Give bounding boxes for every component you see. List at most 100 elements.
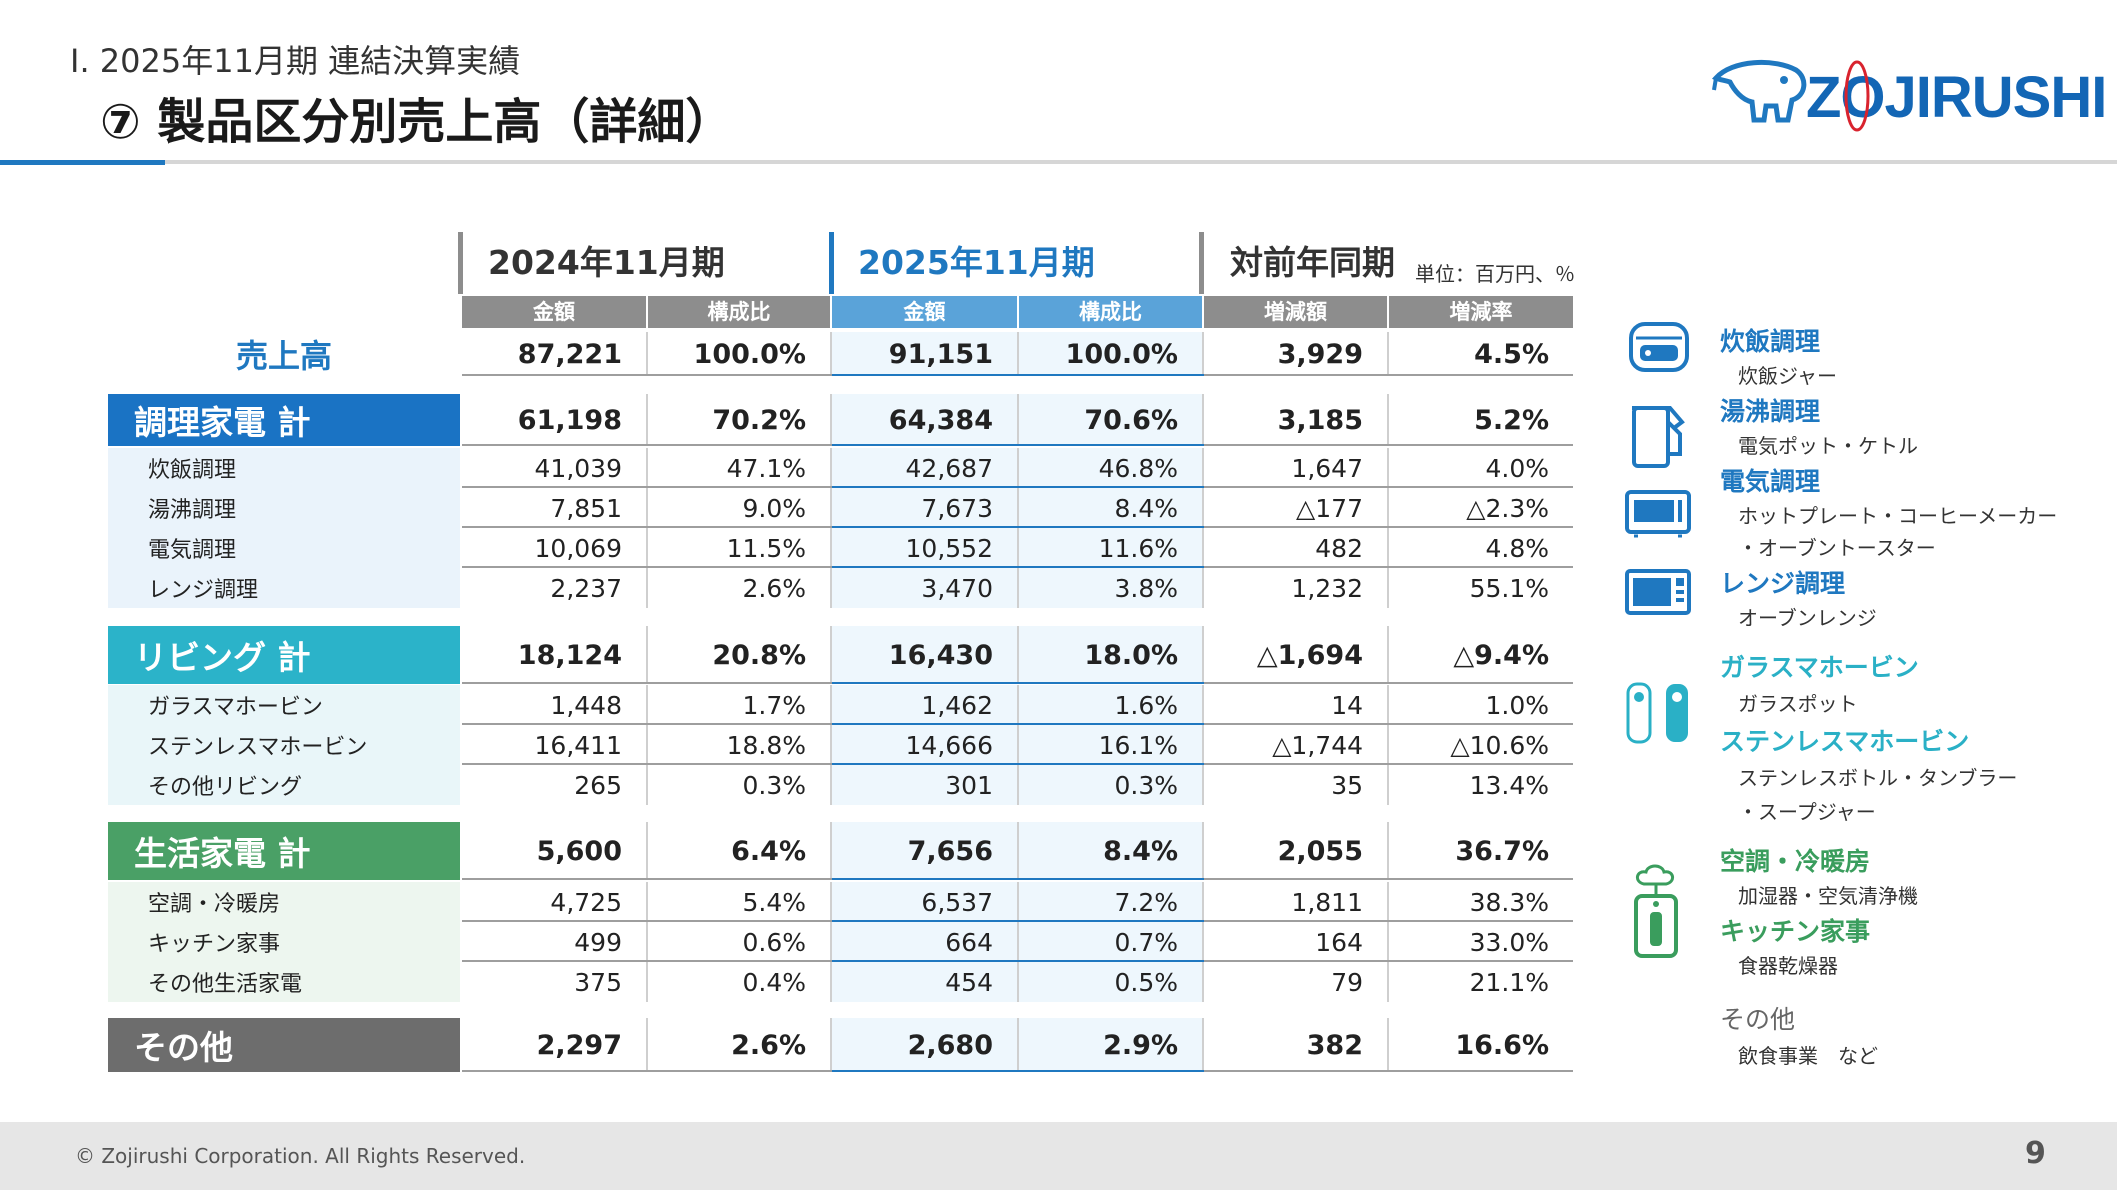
legend-sub: オーブンレンジ xyxy=(1738,606,1877,630)
table-cell: 1,462 xyxy=(832,685,1019,725)
table-cell: 4.8% xyxy=(1485,533,1549,563)
header-divider-accent xyxy=(0,160,165,165)
segment-label: 生活家電 計 xyxy=(108,822,460,880)
legend-sub: ステンレスボトル・タンブラー xyxy=(1738,766,2018,790)
legend-sub: ・スープジャー xyxy=(1738,800,1876,824)
table-cell: 7.2% xyxy=(1019,882,1204,922)
table-cell: 10,552 xyxy=(832,528,1019,568)
table-cell: 4.0% xyxy=(1485,453,1549,483)
period-yoy: 対前年同期 xyxy=(1230,243,1395,282)
table-row: ガラスマホービン 1,448 1.7% 1,462 1.6% 14 1.0% xyxy=(108,685,1573,725)
table-cell: 70.2% xyxy=(648,394,832,446)
table-cell: 13.4% xyxy=(1469,770,1549,800)
table-cell: 18,124 xyxy=(462,626,648,684)
table-cell: △177 xyxy=(1204,488,1389,528)
col-header: 金額 xyxy=(832,296,1017,328)
table-cell: △9.4% xyxy=(1453,639,1549,671)
page-title: ⑦ 製品区分別売上高（詳細） xyxy=(100,94,734,150)
table-cell: 2,297 xyxy=(462,1018,648,1072)
row-divider xyxy=(832,878,1204,880)
table-cell: 6.4% xyxy=(648,822,832,880)
table-cell: 16,411 xyxy=(462,725,648,765)
row-label: その他生活家電 xyxy=(108,962,460,1002)
table-cell: 164 xyxy=(1204,922,1389,962)
table-cell: 91,151 xyxy=(832,332,1019,376)
table-cell: 16.6% xyxy=(1455,1029,1549,1061)
table-cell: 3,470 xyxy=(832,568,1019,608)
table-cell: 79 xyxy=(1204,962,1389,1002)
header-divider xyxy=(0,160,2117,164)
table-cell: 5,600 xyxy=(462,822,648,880)
period-curr: 2025年11月期 xyxy=(858,243,1095,282)
row-divider xyxy=(832,566,1204,568)
table-cell: 482 xyxy=(1204,528,1389,568)
unit-note: 単位：百万円、％ xyxy=(1415,262,1575,286)
table-row: 炊飯調理 41,039 47.1% 42,687 46.8% 1,647 4.0… xyxy=(108,448,1573,488)
table-row: その他リビング 265 0.3% 301 0.3% 35 13.4% xyxy=(108,765,1573,805)
table-cell: 6,537 xyxy=(832,882,1019,922)
table-cell: 61,198 xyxy=(462,394,648,446)
segment-label: リビング 計 xyxy=(108,626,460,684)
table-cell: 55.1% xyxy=(1469,573,1549,603)
legend-head: ガラスマホービン xyxy=(1720,653,1919,682)
table-cell: 1,647 xyxy=(1204,448,1389,488)
table-cell: 100.0% xyxy=(1019,332,1204,376)
table-cell: 70.6% xyxy=(1019,394,1204,446)
table-cell: 2.9% xyxy=(1019,1018,1204,1072)
table-row: 電気調理 10,069 11.5% 10,552 11.6% 482 4.8% xyxy=(108,528,1573,568)
row-divider xyxy=(832,526,1204,528)
legend-head: キッチン家事 xyxy=(1720,917,1871,946)
table-cell: 10,069 xyxy=(462,528,648,568)
table-cell: 46.8% xyxy=(1019,448,1204,488)
table-row-segment: リビング 計 18,124 20.8% 16,430 18.0% △1,694 … xyxy=(108,626,1573,684)
table-cell: 301 xyxy=(832,765,1019,805)
table-row-total: 売上高 87,221 100.0% 91,151 100.0% 3,929 4.… xyxy=(108,332,1573,376)
table-row: 空調・冷暖房 4,725 5.4% 6,537 7.2% 1,811 38.3% xyxy=(108,882,1573,922)
row-label: キッチン家事 xyxy=(108,922,460,962)
period-prev: 2024年11月期 xyxy=(488,243,725,282)
period-marker xyxy=(829,232,834,294)
legend-sub: 食器乾燥器 xyxy=(1738,954,1838,978)
table-cell: 3,185 xyxy=(1204,394,1389,446)
table-cell: 38.3% xyxy=(1469,887,1549,917)
row-divider xyxy=(832,723,1204,725)
table-cell: 1,232 xyxy=(1204,568,1389,608)
table-cell: 2.6% xyxy=(648,1018,832,1072)
footer-bar xyxy=(0,1122,2117,1190)
segment-label: その他 xyxy=(108,1018,460,1072)
table-cell: 14 xyxy=(1204,685,1389,725)
table-cell: 0.4% xyxy=(648,962,832,1002)
table-cell: 3.8% xyxy=(1019,568,1204,608)
col-header: 構成比 xyxy=(648,296,830,328)
table-cell: △10.6% xyxy=(1450,730,1549,760)
table-cell: 0.6% xyxy=(648,922,832,962)
electric-pot-icon xyxy=(1632,406,1685,468)
col-header: 構成比 xyxy=(1019,296,1202,328)
segment-label: 調理家電 計 xyxy=(108,394,460,446)
table-cell: 41,039 xyxy=(462,448,648,488)
legend-head: 湯沸調理 xyxy=(1720,397,1821,426)
table-cell: 20.8% xyxy=(648,626,832,684)
table-cell: 64,384 xyxy=(832,394,1019,446)
table-cell: 7,851 xyxy=(462,488,648,528)
row-label: レンジ調理 xyxy=(108,568,460,608)
row-label: 売上高 xyxy=(235,337,332,375)
row-label: その他リビング xyxy=(108,765,460,805)
table-cell: 4,725 xyxy=(462,882,648,922)
table-cell: 1.6% xyxy=(1019,685,1204,725)
toaster-oven-icon xyxy=(1625,490,1691,538)
copyright-text: © Zojirushi Corporation. All Rights Rese… xyxy=(75,1144,526,1168)
table-cell: 7,673 xyxy=(832,488,1019,528)
rice-cooker-icon xyxy=(1629,322,1689,372)
table-row-other: その他 2,297 2.6% 2,680 2.9% 382 16.6% xyxy=(108,1018,1573,1072)
table-cell: 11.5% xyxy=(648,528,832,568)
table-cell: 87,221 xyxy=(462,332,648,376)
table-cell: △1,744 xyxy=(1204,725,1389,765)
table-cell: 16.1% xyxy=(1019,725,1204,765)
table-cell: 14,666 xyxy=(832,725,1019,765)
table-cell: 2,237 xyxy=(462,568,648,608)
table-row-segment: 調理家電 計 61,198 70.2% 64,384 70.6% 3,185 5… xyxy=(108,394,1573,446)
table-cell: 18.8% xyxy=(648,725,832,765)
col-header: 金額 xyxy=(462,296,646,328)
